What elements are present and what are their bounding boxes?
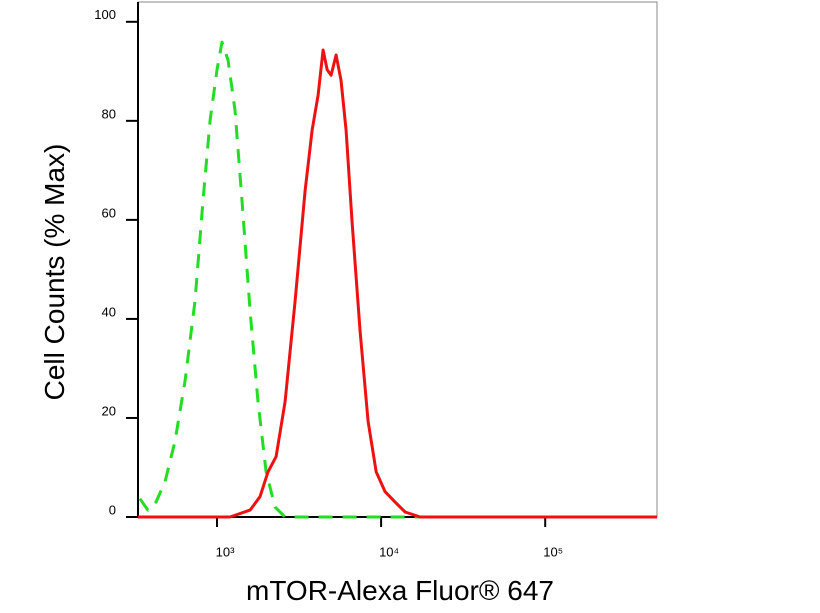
x-tick-label: 10⁵ (543, 544, 563, 559)
plot-frame (137, 1, 658, 518)
y-tick-label: 60 (102, 205, 116, 220)
y-tick-label: 40 (102, 304, 116, 319)
x-tick-label: 10⁴ (379, 544, 399, 559)
x-tick-label: 10³ (216, 544, 235, 559)
y-axis-label: Cell Counts (% Max) (39, 144, 70, 401)
y-tick-label: 20 (102, 403, 116, 418)
y-tick-label: 100 (94, 7, 116, 22)
y-tick-label: 80 (102, 106, 116, 121)
histogram-line (138, 48, 657, 519)
x-axis-label: mTOR-Alexa Fluor® 647 (246, 575, 554, 606)
y-tick-label: 0 (109, 502, 116, 517)
histogram-line (138, 40, 651, 519)
